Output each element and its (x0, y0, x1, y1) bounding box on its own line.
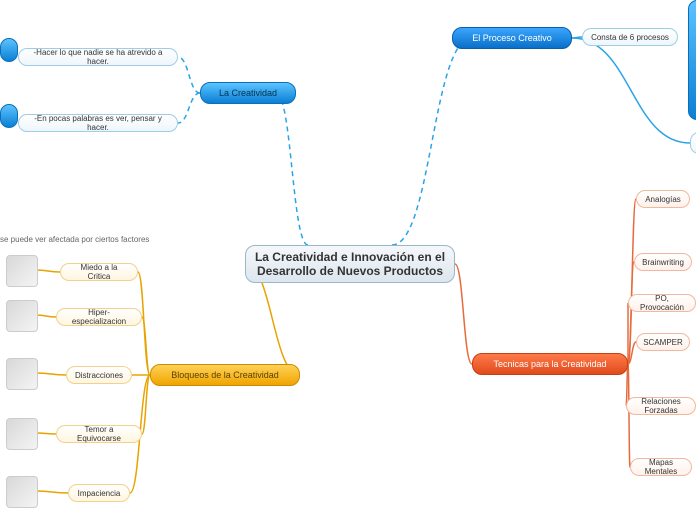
thumbnail-image (6, 418, 38, 450)
leaf-node[interactable]: Hiper-especializacion (56, 308, 142, 326)
leaf-node[interactable]: Analogías (636, 190, 690, 208)
bloqueos-note: se puede ver afectada por ciertos factor… (0, 235, 149, 244)
thumbnail-image (6, 476, 38, 508)
branch-creatividad[interactable]: La Creatividad (200, 82, 296, 104)
leaf-node[interactable]: PO, Provocación (628, 294, 696, 312)
thumbnail-image (6, 300, 38, 332)
branch-proceso[interactable]: El Proceso Creativo (452, 27, 572, 49)
leaf-node[interactable]: Impaciencia (68, 484, 130, 502)
leaf-node[interactable]: Consta de 6 procesos (582, 28, 678, 46)
leaf-node[interactable]: Brainwriting (634, 253, 692, 271)
partial-node (0, 38, 18, 62)
center-node[interactable]: La Creatividad e Innovación en el Desarr… (245, 245, 455, 283)
leaf-node[interactable]: Mapas Mentales (630, 458, 692, 476)
leaf-node[interactable]: Temor a Equivocarse (56, 425, 142, 443)
partial-node (0, 104, 18, 128)
leaf-node[interactable]: Distracciones (66, 366, 132, 384)
leaf-node[interactable]: -Hacer lo que nadie se ha atrevido a hac… (18, 48, 178, 66)
thumbnail-image (6, 255, 38, 287)
branch-bloqueos[interactable]: Bloqueos de la Creatividad (150, 364, 300, 386)
partial-node (688, 0, 696, 120)
leaf-node[interactable]: Miedo a la Critica (60, 263, 138, 281)
branch-tecnicas[interactable]: Tecnicas para la Creatividad (472, 353, 628, 375)
leaf-node[interactable]: S (690, 132, 696, 154)
leaf-node[interactable]: SCAMPER (636, 333, 690, 351)
leaf-node[interactable]: Relaciones Forzadas (626, 397, 696, 415)
leaf-node[interactable]: -En pocas palabras es ver, pensar y hace… (18, 114, 178, 132)
thumbnail-image (6, 358, 38, 390)
